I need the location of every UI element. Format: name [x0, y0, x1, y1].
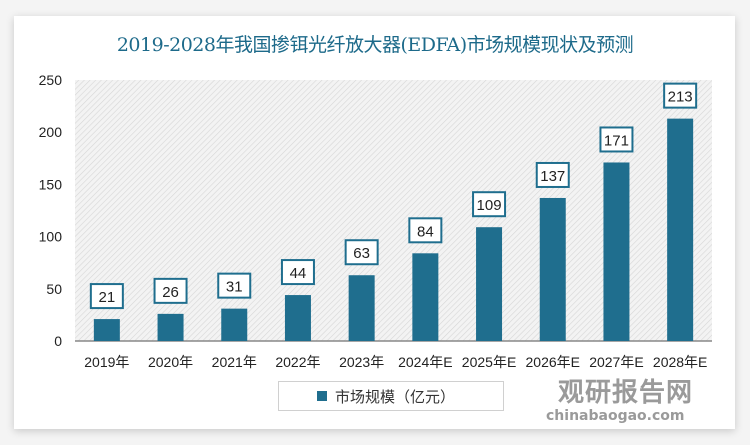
bar [221, 308, 248, 341]
y-tick-label: 150 [39, 176, 63, 192]
bar [539, 197, 566, 341]
y-tick-label: 50 [46, 281, 62, 297]
y-tick-label: 200 [39, 124, 63, 140]
data-label: 21 [99, 289, 116, 306]
bar [412, 253, 439, 341]
data-label-box [535, 161, 570, 188]
x-tick-label: 2023年 [339, 354, 384, 370]
data-label-box [663, 82, 698, 109]
data-label-box [89, 283, 124, 310]
bar [603, 162, 630, 341]
bar [284, 295, 311, 341]
data-label-box [599, 126, 634, 153]
legend-swatch [317, 391, 327, 401]
x-tick-label: 2020年 [148, 354, 193, 370]
data-label: 31 [226, 279, 243, 296]
watermark-logo: 观研报告网 chinabaogao.com [540, 380, 693, 423]
x-tick-label: 2019年 [84, 354, 129, 370]
x-tick-label: 2024年E [398, 354, 452, 370]
watermark-url: chinabaogao.com [546, 408, 685, 424]
bar [348, 275, 375, 341]
x-tick-label: 2027年E [589, 354, 643, 370]
data-label-box [153, 277, 188, 304]
y-tick-label: 250 [39, 72, 63, 88]
y-tick-label: 0 [54, 333, 62, 349]
bar [667, 118, 694, 342]
legend-label: 市场规模（亿元） [335, 387, 456, 406]
data-label: 171 [604, 132, 629, 149]
x-tick-label: 2021年 [212, 354, 257, 370]
data-label: 63 [353, 245, 370, 262]
data-label-box [217, 272, 252, 299]
x-tick-label: 2022年 [275, 354, 320, 370]
data-label-box [344, 239, 379, 266]
data-label-box [408, 217, 443, 244]
bar [157, 313, 184, 341]
data-label: 84 [417, 223, 434, 240]
data-label: 109 [477, 197, 502, 214]
data-label-box [280, 259, 315, 286]
y-tick-label: 100 [39, 229, 63, 245]
data-label: 26 [162, 284, 179, 301]
data-label: 213 [668, 89, 693, 106]
data-label: 137 [540, 168, 565, 185]
data-label: 44 [290, 265, 307, 282]
bar [93, 319, 120, 341]
legend: 市场规模（亿元） [278, 381, 504, 411]
bar [476, 227, 503, 341]
x-tick-label: 2026年E [526, 354, 580, 370]
x-tick-label: 2025年E [462, 354, 516, 370]
data-label-box [472, 191, 507, 218]
chart-title: 2019-2028年我国掺铒光纤放大器(EDFA)市场规模现状及预测 [116, 34, 634, 56]
watermark-name: 观研报告网 [558, 378, 694, 408]
x-tick-label: 2028年E [653, 354, 707, 370]
